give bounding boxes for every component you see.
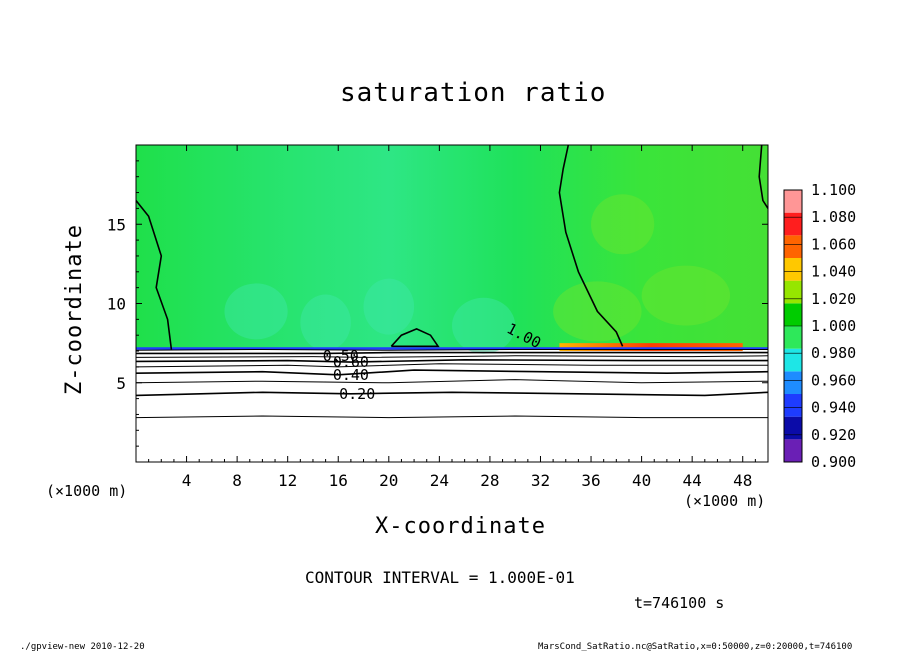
colorbar-label-0: 0.900 — [811, 453, 856, 471]
supersaturated-band — [559, 343, 743, 352]
contour-label-2: 0.60 — [333, 353, 369, 371]
y-axis-label: Z-coordinate — [62, 224, 87, 395]
footer-right-text: MarsCond_SatRatio.nc@SatRatio,x=0:50000,… — [538, 642, 853, 652]
x-tick-label-16: 16 — [329, 471, 348, 490]
x-axis-label: X-coordinate — [375, 514, 546, 539]
colorbar-label-9: 1.080 — [811, 208, 856, 226]
colorbar-swatch-10 — [784, 212, 802, 236]
contour-line-8 — [135, 348, 768, 351]
contour-line-10 — [558, 144, 624, 347]
contour-line-5 — [135, 358, 768, 363]
footer-left-text: ./gpview-new 2010-12-20 — [20, 642, 145, 652]
x-axis-unit-left: (×1000 m) — [46, 482, 128, 500]
colorbar-swatch-2 — [784, 394, 802, 417]
contour-line-11 — [390, 328, 440, 348]
colorbar-label-10: 1.100 — [811, 181, 856, 199]
x-tick-label-28: 28 — [480, 471, 499, 490]
contour-line-2 — [135, 379, 769, 384]
colorbar-swatch-0 — [784, 439, 802, 462]
contour-label-1: 0.40 — [333, 366, 369, 384]
colorbar-label-4: 0.980 — [811, 344, 856, 362]
x-axis-unit-right: (×1000 m) — [684, 492, 766, 510]
contour-line-12 — [758, 144, 769, 209]
colorbar-swatch-4 — [784, 348, 802, 372]
colorbar-swatch-5 — [784, 326, 802, 349]
colorbar-swatch-7 — [784, 280, 802, 304]
colorbar-label-6: 1.020 — [811, 290, 856, 308]
field-patch-right-1 — [641, 265, 731, 326]
x-tick-label-24: 24 — [430, 471, 449, 490]
contour-line-0 — [135, 415, 768, 419]
x-tick-label-40: 40 — [632, 471, 651, 490]
x-tick-label-8: 8 — [232, 471, 242, 490]
contour-label-3: 0.50 — [323, 347, 359, 365]
time-stamp-text: t=746100 s — [634, 594, 725, 612]
y-tick-label-15: 15 — [107, 215, 126, 234]
colorbar-swatch-3 — [784, 371, 802, 394]
field-patch-1 — [300, 294, 351, 351]
contour-label-0: 0.20 — [339, 385, 375, 403]
colorbar-swatch-1 — [784, 416, 802, 440]
x-tick-label-32: 32 — [531, 471, 550, 490]
x-tick-label-4: 4 — [182, 471, 192, 490]
colorbar-label-3: 0.960 — [811, 371, 856, 389]
field-patch-0 — [224, 283, 288, 340]
y-tick-label-10: 10 — [107, 295, 126, 314]
contour-line-9 — [135, 200, 173, 350]
contour-line-6 — [135, 355, 769, 358]
field-patch-right-2 — [591, 194, 655, 255]
colorbar-label-2: 0.940 — [811, 399, 856, 417]
contour-line-1 — [135, 391, 769, 397]
y-tick-label-5: 5 — [116, 374, 126, 393]
chart-title: saturation ratio — [340, 78, 607, 108]
colorbar-label-1: 0.920 — [811, 426, 856, 444]
contour-line-7 — [136, 351, 768, 355]
contour-interval-text: CONTOUR INTERVAL = 1.000E-01 — [305, 568, 575, 587]
x-tick-label-36: 36 — [581, 471, 600, 490]
field-patch-3 — [452, 297, 516, 354]
contour-line-4 — [135, 363, 768, 368]
colorbar-swatch-11 — [784, 190, 802, 213]
contour-line-3 — [135, 369, 769, 376]
x-tick-label-12: 12 — [278, 471, 297, 490]
colorbar-swatch-8 — [784, 258, 802, 281]
colorbar-label-5: 1.000 — [811, 317, 856, 335]
colorbar-swatch-6 — [784, 303, 802, 326]
x-tick-label-44: 44 — [683, 471, 702, 490]
field-patch-2 — [363, 278, 415, 335]
colorbar-swatch-9 — [784, 235, 802, 258]
x-tick-label-20: 20 — [379, 471, 398, 490]
colorbar-label-8: 1.060 — [811, 235, 856, 253]
subsaturated-field-region — [136, 349, 768, 462]
x-tick-label-48: 48 — [733, 471, 752, 490]
colorbar-label-7: 1.040 — [811, 263, 856, 281]
